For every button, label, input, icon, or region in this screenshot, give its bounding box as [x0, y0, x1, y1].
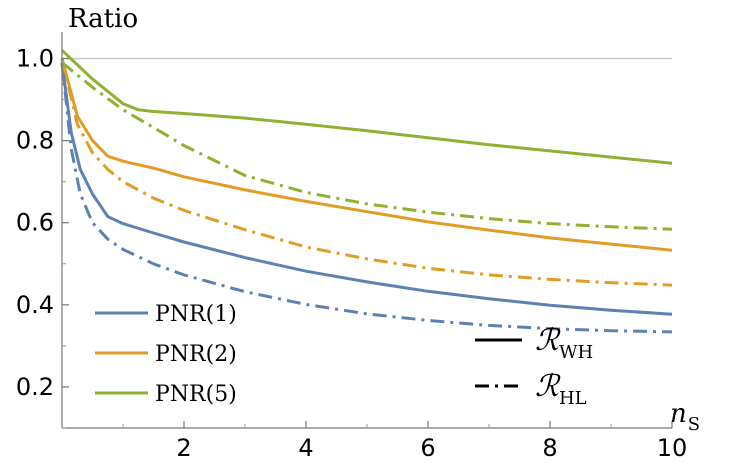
- legend-label-pnr5: PNR(5): [155, 382, 237, 407]
- y-tick-label: 0.4: [16, 291, 54, 319]
- series-legend: PNR(1) PNR(2) PNR(5): [95, 302, 237, 407]
- x-axis-title: nS: [670, 399, 700, 435]
- y-tick-label: 0.2: [16, 373, 54, 401]
- x-tick-label: 8: [542, 434, 557, 462]
- y-axis-title: Ratio: [68, 4, 138, 34]
- style-label-wh: ℛWH: [535, 323, 593, 363]
- x-tick-label: 2: [176, 434, 191, 462]
- series-line-pnr2-hl: [60, 58, 673, 287]
- series-line-pnr5-hl: [61, 61, 673, 231]
- y-tick-label: 0.8: [16, 127, 54, 155]
- y-tick-label: 1.0: [16, 45, 54, 73]
- legend-label-pnr2: PNR(2): [155, 342, 237, 367]
- series-line-pnr1-wh: [60, 62, 673, 316]
- y-tick-label: 0.6: [16, 209, 54, 237]
- series-line-pnr5-wh: [60, 49, 673, 165]
- x-tick-label: 4: [298, 434, 313, 462]
- x-tick-label: 6: [420, 434, 435, 462]
- x-tick-label: 10: [657, 434, 688, 462]
- line-style-legend: ℛWH ℛHL: [475, 323, 593, 409]
- style-label-hl: ℛHL: [535, 369, 587, 409]
- series-line-pnr2-wh: [60, 58, 673, 252]
- legend-label-pnr1: PNR(1): [155, 302, 237, 327]
- series-line-pnr1-hl: [60, 62, 673, 334]
